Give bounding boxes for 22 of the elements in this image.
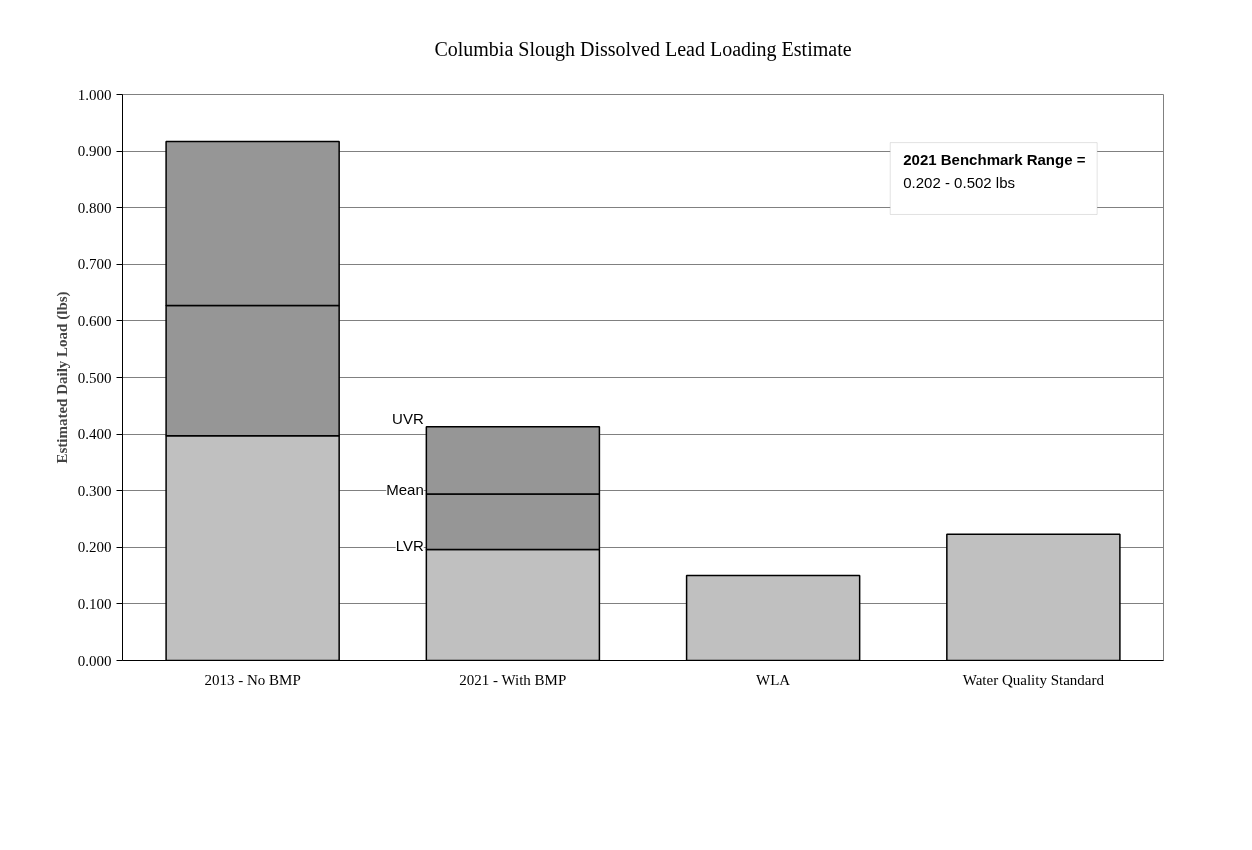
y-tick-label: 0.600 — [77, 312, 112, 329]
annotation: 2021 Benchmark Range = — [903, 151, 1086, 169]
y-tick-label: 0.200 — [77, 539, 112, 556]
y-tick-label: 0.700 — [77, 256, 112, 273]
y-tick-label: 0.000 — [77, 652, 112, 669]
x-tick-label: WLA — [756, 671, 791, 688]
annotation: LVR — [395, 536, 424, 554]
y-tick-label: 1.000 — [77, 86, 112, 103]
x-tick-label: 2013 - No BMP — [204, 671, 301, 688]
y-tick-label: 0.400 — [77, 426, 112, 443]
x-tick-label: Water Quality Standard — [962, 671, 1105, 688]
y-tick-label: 0.300 — [77, 482, 112, 499]
y-axis-title: Estimated Daily Load (lbs) — [53, 291, 71, 464]
annotation: 0.202 - 0.502 lbs — [903, 173, 1015, 191]
y-tick-label: 0.900 — [77, 143, 112, 160]
y-tick-label: 0.500 — [77, 369, 112, 386]
x-tick-label: 2021 - With BMP — [459, 671, 567, 688]
y-tick-label: 0.800 — [77, 199, 112, 216]
y-tick-label: 0.100 — [77, 595, 112, 612]
annotation: UVR — [392, 409, 424, 427]
chart-title: Columbia Slough Dissolved Lead Loading Estimate — [434, 37, 852, 61]
annotation: Mean — [386, 481, 424, 499]
